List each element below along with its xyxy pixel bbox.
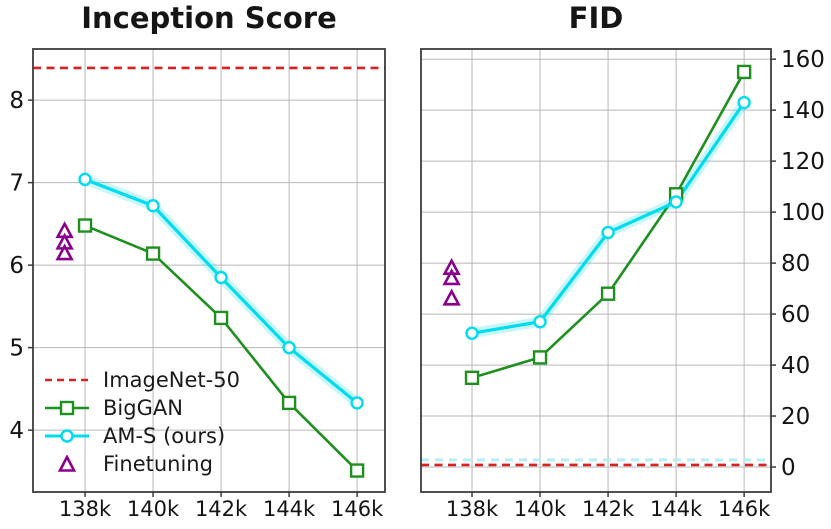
x-tick-labels: 138k 140k 142k 144k 146k: [59, 497, 384, 521]
svg-text:80: 80: [781, 251, 810, 277]
chart-title-inception-score: Inception Score: [81, 1, 337, 35]
scatter-Finetuning: [55, 221, 74, 261]
series-markers-AM-S (ours): [465, 95, 751, 340]
legend-label-imagenet-50: ImageNet-50: [103, 368, 240, 392]
chart-title-fid: FID: [568, 1, 624, 35]
scatter-Finetuning: [442, 257, 461, 306]
svg-text:144k: 144k: [650, 497, 703, 521]
svg-text:60: 60: [781, 302, 810, 328]
svg-text:146k: 146k: [331, 497, 384, 521]
axes-frame: [32, 48, 386, 493]
svg-text:140k: 140k: [127, 497, 180, 521]
legend-item-imagenet-50: ImageNet-50: [44, 366, 294, 394]
dashed-line-icon: [45, 378, 89, 382]
svg-text:100: 100: [781, 200, 825, 226]
tick-marks: [471, 58, 776, 497]
circle-marker-line-icon: [45, 429, 89, 443]
legend-item-finetuning: Finetuning: [44, 450, 294, 478]
svg-text:0: 0: [781, 455, 796, 481]
svg-text:4: 4: [9, 418, 24, 444]
svg-text:144k: 144k: [263, 497, 316, 521]
legend: ImageNet-50 BigGAN AM-S (ours) Finetunin…: [44, 366, 294, 478]
svg-text:142k: 142k: [195, 497, 248, 521]
x-tick-labels: 138k 140k 142k 144k 146k: [446, 497, 771, 521]
legend-label-finetuning: Finetuning: [103, 452, 213, 476]
svg-text:140: 140: [781, 98, 825, 124]
svg-text:146k: 146k: [718, 497, 771, 521]
inception-score-plot: 138k 140k 142k 144k 146k 4 5 6 7 8: [9, 48, 386, 521]
svg-text:120: 120: [781, 149, 825, 175]
legend-item-biggan: BigGAN: [44, 394, 294, 422]
fid-plot: 138k 140k 142k 144k 146k 0 20 40 60 80 100 120 140 16…: [420, 47, 825, 521]
square-marker-line-icon: [45, 400, 89, 416]
svg-text:138k: 138k: [59, 497, 112, 521]
svg-text:160: 160: [781, 47, 825, 73]
svg-text:7: 7: [9, 171, 24, 197]
y-tick-labels: 0 20 40 60 80 100 120 140 160: [781, 47, 825, 481]
svg-text:142k: 142k: [582, 497, 635, 521]
svg-text:5: 5: [9, 336, 24, 362]
y-tick-labels: 4 5 6 7 8: [9, 88, 24, 444]
svg-text:138k: 138k: [446, 497, 499, 521]
series-markers-BigGAN: [77, 218, 365, 478]
triangle-marker-icon: [57, 455, 77, 472]
grid: [421, 49, 771, 492]
svg-text:20: 20: [781, 404, 810, 430]
svg-text:140k: 140k: [514, 497, 567, 521]
svg-text:6: 6: [9, 253, 24, 279]
tick-marks: [28, 99, 358, 497]
svg-text:8: 8: [9, 88, 24, 114]
svg-text:40: 40: [781, 353, 810, 379]
legend-item-ams: AM-S (ours): [44, 422, 294, 450]
legend-label-biggan: BigGAN: [103, 396, 183, 420]
series-markers-AM-S (ours): [78, 172, 364, 410]
axes-frame: [420, 48, 772, 493]
legend-label-ams: AM-S (ours): [103, 424, 226, 448]
